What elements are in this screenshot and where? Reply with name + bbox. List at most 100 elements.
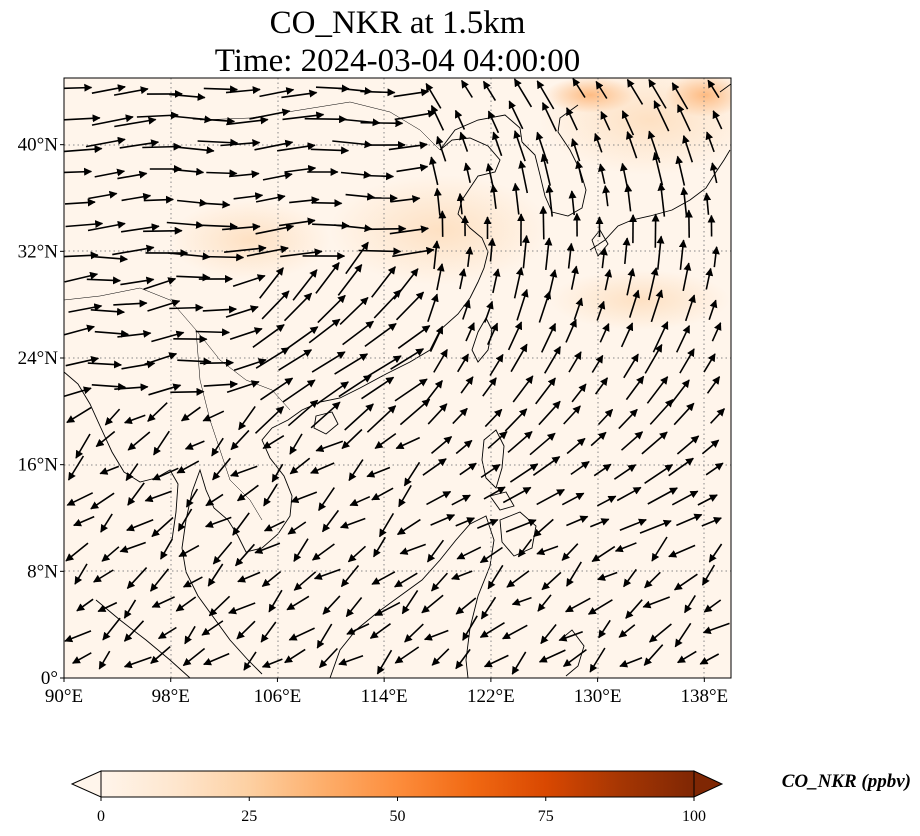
- wind-arrow: [684, 294, 696, 322]
- wind-arrow: [117, 329, 152, 338]
- wind-arrow: [254, 542, 281, 554]
- wind-arrow: [346, 623, 370, 635]
- wind-arrow: [625, 375, 645, 401]
- wind-arrow: [656, 235, 665, 270]
- wind-arrow: [389, 225, 429, 235]
- y-tick-labels: 0° 8°N 16°N 24°N 32°N 40°N: [18, 135, 64, 689]
- wind-arrow: [347, 545, 367, 563]
- wind-arrow: [708, 543, 723, 563]
- wind-arrow: [233, 192, 264, 201]
- wind-arrow: [199, 200, 231, 209]
- wind-arrow: [289, 433, 303, 455]
- wind-arrow: [537, 594, 552, 612]
- wind-arrow: [315, 261, 340, 294]
- wind-arrow: [203, 652, 230, 666]
- wind-arrow: [591, 545, 616, 563]
- wind-arrow: [64, 145, 103, 154]
- wind-arrow: [558, 631, 583, 642]
- wind-arrow: [677, 104, 691, 132]
- wind-arrow: [575, 160, 584, 183]
- wind-arrow: [287, 399, 319, 427]
- wind-arrow: [701, 439, 720, 455]
- wind-arrow: [600, 110, 611, 131]
- wind-arrow: [628, 289, 640, 318]
- wind-arrow: [260, 621, 277, 643]
- wind-arrow: [73, 515, 95, 527]
- wind-arrow: [648, 78, 667, 109]
- wind-arrow: [518, 160, 529, 194]
- wind-arrow: [87, 360, 122, 369]
- wind-arrow: [701, 564, 716, 586]
- wind-arrow: [671, 490, 699, 506]
- wind-arrow: [123, 599, 137, 619]
- wind-arrow: [203, 380, 238, 389]
- wind-arrow: [345, 241, 369, 275]
- wind-arrow: [649, 399, 674, 425]
- wind-arrow: [489, 184, 498, 210]
- wind-arrow: [261, 290, 290, 320]
- wind-arrow: [284, 648, 306, 664]
- wind-arrow: [271, 463, 284, 483]
- wind-arrow: [64, 114, 101, 123]
- wind-arrow: [199, 358, 234, 367]
- wind-arrow: [316, 623, 333, 649]
- wind-arrow: [505, 519, 537, 533]
- wind-arrow: [507, 321, 523, 351]
- wind-arrow: [483, 654, 509, 668]
- wind-arrow: [201, 253, 245, 262]
- wind-arrow: [465, 322, 475, 342]
- wind-arrow: [315, 440, 344, 453]
- wind-arrow: [589, 647, 606, 673]
- x-tick-label: 106°E: [254, 686, 302, 707]
- wind-arrow: [255, 223, 295, 235]
- wind-arrow: [177, 357, 212, 366]
- wind-arrow: [169, 303, 204, 312]
- wind-arrow: [144, 490, 172, 503]
- wind-arrow: [74, 563, 88, 585]
- colorbar-label: CO_NKR (ppbv): [782, 771, 911, 792]
- wind-arrow: [536, 488, 566, 506]
- wind-arrow: [677, 650, 697, 664]
- wind-arrow: [147, 299, 181, 312]
- wind-arrow: [360, 88, 396, 97]
- wind-arrow: [513, 78, 533, 108]
- wind-arrow: [674, 622, 692, 648]
- wind-arrow: [232, 274, 266, 287]
- wind-arrow: [540, 322, 557, 353]
- wind-arrow: [317, 294, 346, 324]
- wind-arrow: [652, 151, 664, 186]
- wind-arrow: [436, 263, 445, 291]
- wind-arrow: [463, 162, 472, 183]
- wind-arrow: [313, 568, 341, 580]
- wind-arrow: [65, 542, 89, 562]
- wind-arrow: [192, 116, 236, 125]
- wind-arrow: [544, 346, 561, 374]
- wind-arrow: [597, 408, 614, 426]
- y-tick-label: 40°N: [18, 135, 59, 156]
- wind-arrow: [671, 82, 689, 110]
- wind-arrow: [452, 407, 468, 425]
- wind-arrow: [706, 376, 721, 394]
- wind-arrow: [318, 487, 335, 512]
- y-tick-label: 0°: [41, 668, 58, 689]
- wind-arrow: [64, 167, 93, 176]
- wind-arrow: [229, 327, 263, 341]
- wind-arrow: [597, 571, 618, 581]
- colorbar-tick-label: 75: [538, 808, 554, 825]
- wind-arrow: [504, 408, 528, 432]
- wind-arrow: [594, 377, 609, 395]
- wind-arrow: [533, 518, 554, 538]
- title-line-2: Time: 2024-03-04 04:00:00: [214, 43, 581, 79]
- wind-arrow: [622, 237, 631, 264]
- wind-arrow: [367, 355, 402, 377]
- wind-arrow: [337, 263, 363, 296]
- wind-arrow: [371, 266, 396, 298]
- wind-arrow: [535, 377, 556, 405]
- wind-arrow: [648, 267, 659, 301]
- wind-arrow: [675, 155, 686, 186]
- wind-arrow: [243, 651, 257, 671]
- wind-arrow: [367, 224, 407, 233]
- wind-arrow: [225, 86, 261, 95]
- co-patch-pacific: [550, 270, 730, 330]
- wind-arrow: [566, 561, 582, 587]
